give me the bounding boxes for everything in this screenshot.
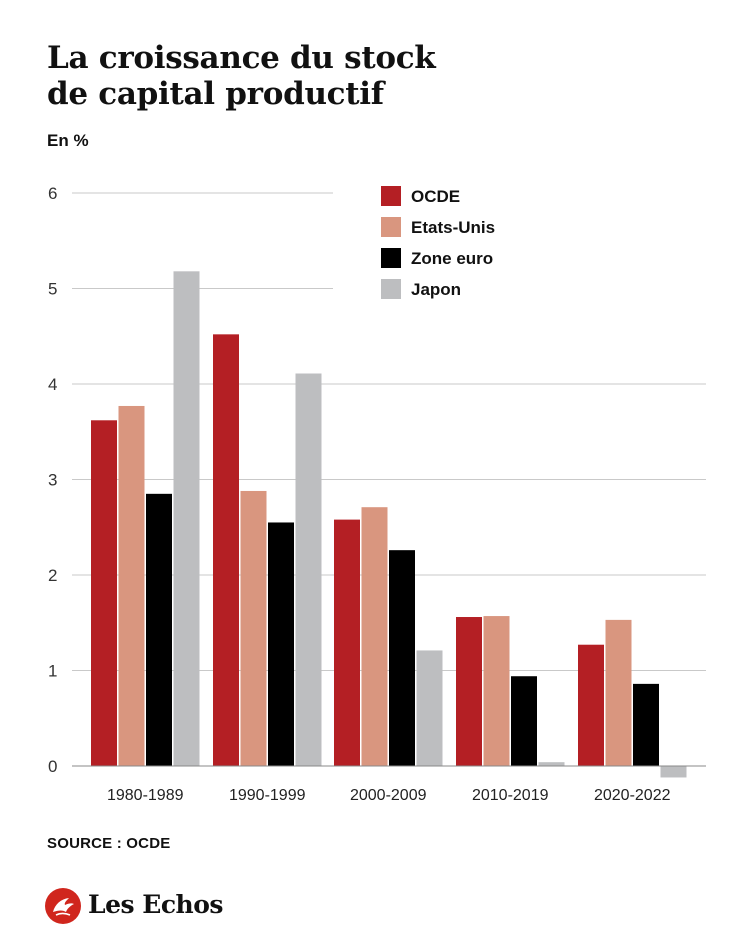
bar — [578, 644, 604, 766]
y-tick-label: 2 — [48, 566, 57, 585]
brand-name: Les Echos — [88, 890, 223, 919]
bar — [334, 519, 360, 766]
legend-swatch — [381, 279, 401, 299]
bar — [456, 617, 482, 766]
les-echos-logo-icon — [45, 888, 81, 924]
x-tick-label: 1980-1989 — [107, 787, 184, 804]
y-tick-label: 6 — [48, 184, 57, 203]
bar — [240, 490, 267, 766]
bar — [660, 766, 687, 778]
x-tick-label: 1990-1999 — [229, 787, 306, 804]
source-note: SOURCE : OCDE — [47, 835, 171, 852]
bar — [146, 493, 172, 766]
x-tick-label: 2020-2022 — [594, 787, 671, 804]
bar — [213, 334, 239, 766]
bar — [416, 650, 443, 766]
bar — [268, 522, 294, 766]
y-tick-label: 5 — [48, 280, 57, 299]
y-tick-label: 1 — [48, 662, 57, 681]
x-tick-label: 2000-2009 — [350, 787, 427, 804]
x-tick-label: 2010-2019 — [472, 787, 549, 804]
bar — [118, 405, 145, 766]
bar-chart: 0 1 2 3 4 5 6 1980-1989 1990-1999 2000-2009 2010-2… — [48, 184, 706, 804]
y-tick-label: 4 — [48, 375, 57, 394]
bar — [483, 616, 510, 766]
legend-swatch — [381, 186, 401, 206]
bar — [389, 550, 415, 766]
chart-title: La croissance du stock de capital produc… — [47, 40, 436, 112]
bar — [295, 373, 322, 766]
bar — [91, 420, 117, 766]
legend-swatch — [381, 248, 401, 268]
title-line-1: La croissance du stock — [47, 40, 436, 76]
y-tick-label: 0 — [48, 757, 57, 776]
bar — [361, 507, 388, 766]
legend-label: Japon — [411, 280, 461, 299]
bar — [511, 676, 537, 766]
bar — [633, 683, 659, 766]
legend-label: Zone euro — [411, 249, 493, 268]
bar — [538, 762, 565, 766]
y-tick-label: 3 — [48, 471, 57, 490]
title-line-2: de capital productif — [47, 76, 384, 112]
legend-label: OCDE — [411, 187, 460, 206]
legend-swatch — [381, 217, 401, 237]
unit-label: En % — [47, 131, 89, 150]
legend-label: Etats-Unis — [411, 218, 495, 237]
bar — [173, 271, 200, 766]
bar — [605, 619, 632, 766]
